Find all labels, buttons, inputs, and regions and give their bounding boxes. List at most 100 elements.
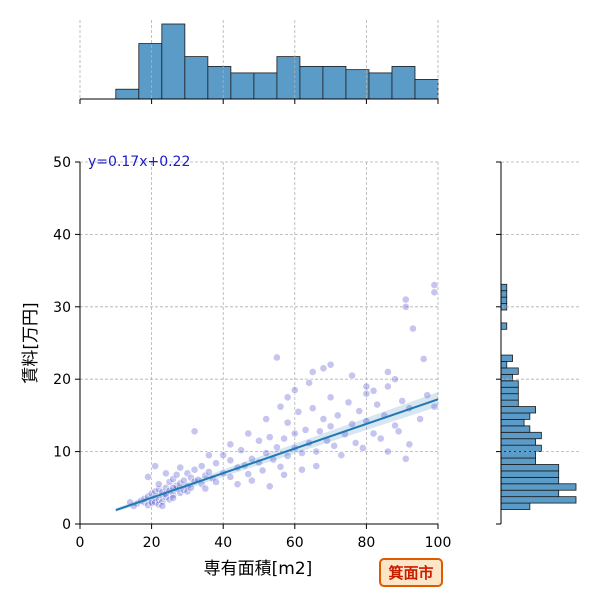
scatter-point	[401, 454, 410, 463]
scatter-point	[262, 449, 271, 457]
scatter-point	[290, 386, 299, 394]
scatter-point	[265, 433, 274, 442]
right-hist-bar	[500, 406, 537, 414]
scatter-point	[226, 440, 235, 449]
scatter-point	[383, 368, 392, 376]
scatter-point	[405, 440, 414, 449]
scatter-point	[401, 295, 410, 304]
y-tick-label: 0	[62, 517, 71, 533]
right-hist-bar	[500, 444, 542, 453]
top-hist-bar	[161, 23, 186, 100]
top-hist-bar	[115, 88, 140, 100]
scatter-points	[126, 281, 439, 510]
scatter-point	[247, 476, 256, 485]
scatter-point	[409, 324, 417, 333]
scatter-point	[423, 391, 432, 400]
scatter-point	[358, 444, 367, 452]
scatter-point	[226, 473, 235, 481]
scatter-point	[391, 375, 399, 384]
scatter-point	[290, 429, 299, 438]
scatter-point	[416, 415, 424, 423]
top-hist-bar	[368, 72, 393, 100]
right-hist-bar	[500, 322, 508, 330]
scatter-point	[280, 470, 288, 479]
scatter-point	[319, 364, 328, 373]
top-hist-bar	[299, 65, 324, 100]
x-tick-labels: 0 20 40 60 80 100	[76, 535, 452, 551]
scatter-point	[172, 470, 181, 479]
scatter-point	[151, 462, 160, 470]
top-hist-bar	[391, 65, 416, 100]
top-hist-bar	[230, 72, 255, 100]
x-tick-label: 40	[214, 535, 232, 551]
scatter-point	[355, 407, 364, 415]
right-hist-bar	[500, 393, 519, 401]
scatter-point	[430, 281, 439, 289]
scatter-point	[348, 371, 356, 380]
scatter-point	[298, 465, 306, 474]
scatter-point	[262, 415, 271, 423]
x-tick-label: 60	[286, 535, 304, 551]
scatter-point	[283, 452, 292, 460]
y-tick-label: 40	[53, 227, 71, 243]
scatter-point	[179, 476, 188, 485]
x-tick-label: 0	[76, 535, 85, 551]
scatter-point	[326, 393, 335, 402]
right-hist-bar	[500, 496, 577, 504]
scatter-point	[430, 402, 439, 411]
right-hist-bar	[500, 373, 513, 382]
scatter-point	[344, 398, 353, 407]
y-tick-label: 20	[53, 372, 71, 388]
top-hist-bar	[276, 56, 301, 100]
scatter-point	[283, 393, 292, 402]
scatter-point	[369, 386, 378, 395]
right-hist-bar	[500, 283, 508, 292]
scatter-point	[391, 421, 399, 430]
scatter-point	[276, 462, 285, 471]
y-axis-label: 賃料[万円]	[21, 302, 41, 383]
scatter-point	[308, 368, 317, 376]
scatter-point	[233, 480, 242, 489]
scatter-point	[419, 355, 428, 363]
scatter-point	[201, 484, 210, 493]
x-tick-label: 20	[143, 535, 161, 551]
top-hist-bar	[138, 43, 163, 100]
scatter-point	[430, 288, 439, 297]
x-tick-label: 80	[357, 535, 375, 551]
city-badge: 箕面市	[379, 558, 443, 587]
scatter-point	[305, 378, 314, 387]
right-hist-bar	[500, 451, 537, 459]
scatter-point	[301, 425, 310, 434]
scatter-point	[276, 402, 285, 411]
right-hist-bar	[500, 386, 519, 395]
scatter-point	[212, 478, 220, 486]
regression-line	[115, 398, 439, 512]
city-badge-label: 箕面市	[387, 564, 433, 582]
scatter-point	[204, 451, 213, 460]
scatter-point	[265, 482, 274, 491]
scatter-point	[326, 360, 335, 369]
scatter-point	[144, 473, 152, 481]
main-grid	[79, 20, 580, 524]
scatter-point	[330, 441, 339, 450]
right-hist-bar	[500, 425, 531, 433]
top-histogram	[115, 23, 439, 100]
scatter-point	[319, 415, 328, 423]
top-hist-bar	[253, 72, 278, 100]
scatter-point	[376, 434, 385, 443]
scatter-point	[373, 400, 382, 409]
scatter-point	[308, 404, 317, 413]
scatter-point	[312, 462, 321, 470]
scatter-point	[312, 447, 321, 456]
scatter-point	[212, 459, 220, 468]
scatter-point	[226, 456, 235, 465]
scatter-point	[280, 434, 288, 443]
scatter-point	[219, 451, 228, 460]
scatter-point	[272, 443, 281, 452]
x-axis-label: 専有面積[m2]	[204, 559, 313, 579]
scatter-point	[362, 389, 371, 398]
y-tick-labels: 0 10 20 30 40 50	[53, 155, 71, 533]
axes	[75, 98, 502, 529]
scatter-point	[169, 494, 177, 502]
